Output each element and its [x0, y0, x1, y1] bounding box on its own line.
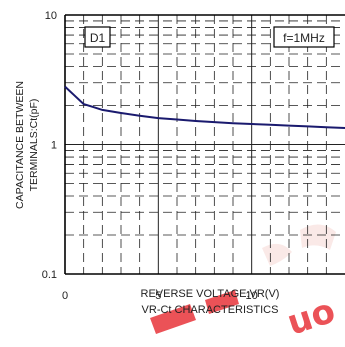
condition-label-frame: [273, 26, 335, 48]
x-tick-label: 0: [62, 290, 68, 302]
y-tick-label: 1: [51, 140, 57, 152]
plot-area: [64, 14, 345, 275]
watermark-stroke-4: [205, 290, 239, 314]
x-tick-label: 5: [155, 290, 161, 302]
condition-label-box: f=1MHz: [273, 26, 335, 48]
y-tick-labels: 0.1 1 10: [42, 10, 57, 281]
watermark-text: uo: [282, 291, 340, 344]
device-label-box: D1: [84, 26, 111, 48]
condition-label: f=1MHz: [283, 31, 325, 45]
y-tick-label: 0.1: [42, 269, 57, 281]
plot-frame: [64, 14, 345, 275]
device-label-frame: [84, 26, 111, 48]
y-axis-label-line1: CAPACITANCE BETWEEN: [14, 81, 26, 209]
watermark-stroke-3: [150, 304, 196, 334]
device-label: D1: [90, 31, 106, 45]
capacitance-curve: [64, 85, 345, 129]
grid: [65, 15, 345, 274]
x-tick-label: 10: [246, 290, 258, 302]
x-axis-label: REVERSE VOLTAGE:VR(V): [141, 288, 280, 300]
y-axis-label-line2: TERMINALS:Ct(pF): [28, 99, 40, 192]
chart-caption: VR-Ct CHARACTERISTICS: [142, 304, 279, 316]
x-tick-labels: 0 5 10: [62, 290, 258, 302]
y-tick-label: 10: [45, 10, 57, 22]
